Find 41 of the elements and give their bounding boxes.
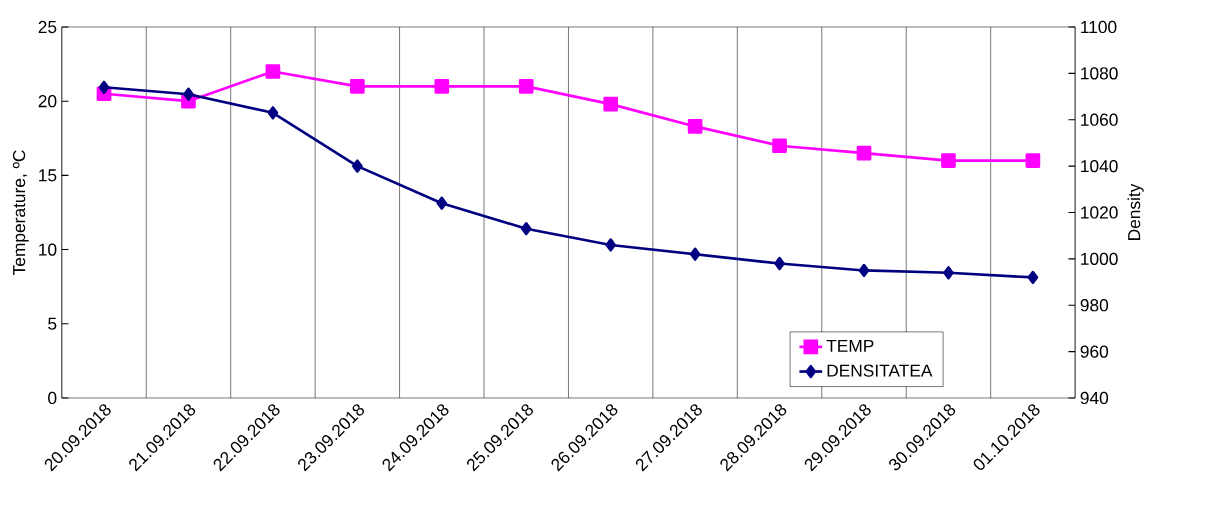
point	[689, 247, 701, 261]
point	[1027, 270, 1039, 285]
y2-tick-label: 1100	[1081, 20, 1117, 34]
y2-tick-label: 960	[1080, 345, 1109, 358]
point	[687, 119, 703, 134]
legend-label: DENSITATEA	[827, 364, 933, 377]
point	[436, 196, 448, 210]
y-tick-label: 0	[48, 391, 57, 405]
y2-tick-label: 1000	[1081, 252, 1118, 265]
y-tick-label: 15	[39, 169, 57, 182]
y-tick-label: 5	[48, 317, 57, 330]
y2-tick-label: 1060	[1081, 113, 1118, 126]
y-tick-label: 25	[38, 20, 57, 34]
point	[350, 79, 365, 94]
point	[434, 79, 450, 94]
point	[98, 80, 110, 94]
point	[265, 64, 281, 79]
point	[603, 96, 619, 112]
point	[520, 222, 532, 236]
point	[772, 138, 787, 154]
y2-axis-title: Density	[1127, 183, 1144, 240]
point	[352, 159, 363, 173]
y-tick-label: 10	[39, 243, 57, 256]
y2-tick-label: 1040	[1081, 159, 1118, 173]
point	[183, 87, 194, 101]
point	[858, 263, 870, 278]
point	[856, 145, 872, 161]
y-axis-title: Temperature, ºC	[12, 150, 29, 275]
y2-tick-label: 1020	[1081, 206, 1118, 219]
y-tick-label: 20	[38, 95, 57, 108]
point	[605, 238, 617, 252]
y2-tick-label: 940	[1080, 391, 1109, 405]
y2-tick-label: 980	[1080, 299, 1109, 312]
point	[774, 256, 785, 271]
point	[518, 79, 534, 94]
y2-tick-label: 1080	[1081, 67, 1118, 80]
point	[267, 106, 279, 120]
point	[943, 266, 954, 280]
point	[1025, 153, 1041, 168]
point	[941, 153, 956, 168]
legend-label: TEMP	[826, 339, 874, 352]
